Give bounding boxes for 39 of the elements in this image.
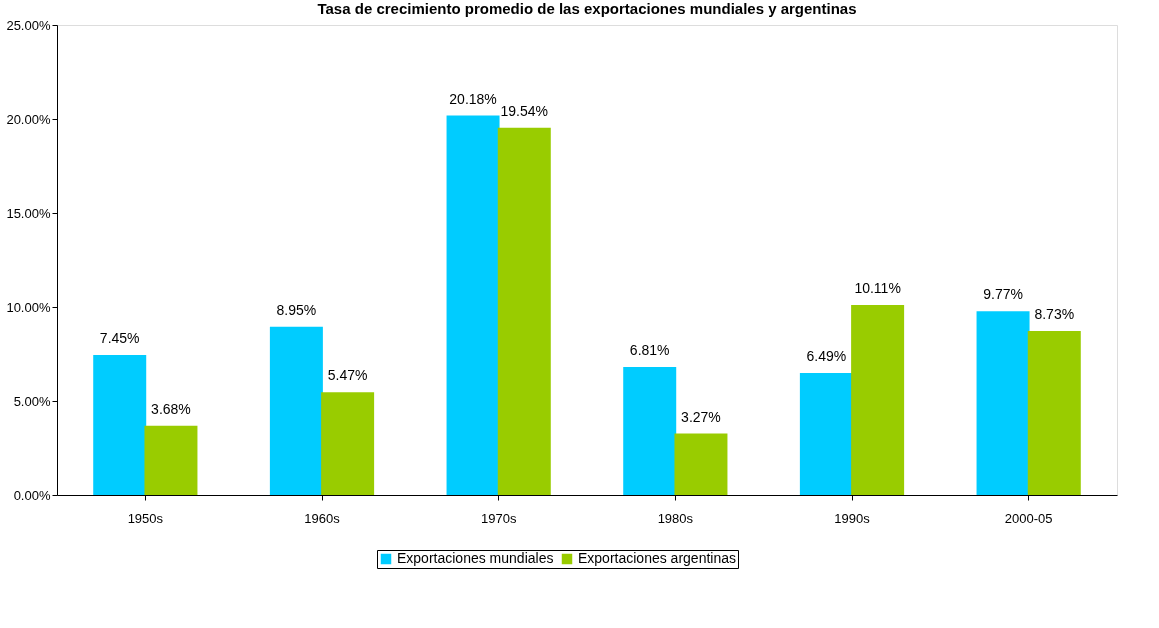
y-tick-label: 15.00% — [6, 205, 51, 221]
bar — [269, 326, 323, 495]
data-label: 8.95% — [276, 301, 317, 318]
y-tick-label: 0.00% — [13, 487, 51, 503]
data-label: 19.54% — [500, 102, 549, 119]
data-label: 6.49% — [806, 347, 847, 364]
bar — [321, 392, 375, 495]
bar — [497, 127, 551, 495]
x-tick-label: 1980s — [657, 510, 694, 526]
data-label: 3.68% — [151, 400, 191, 417]
x-tick-label: 2000-05 — [1004, 510, 1053, 526]
x-tick-label: 1970s — [480, 510, 517, 526]
x-tick-label: 1960s — [304, 510, 341, 526]
bar — [851, 304, 905, 495]
chart-title: Tasa de crecimiento promedio de las exportaciones mundiales y argentinas — [317, 0, 857, 17]
legend-label: Exportaciones mundiales — [397, 550, 554, 566]
bar — [144, 425, 198, 495]
data-label: 9.77% — [983, 286, 1023, 303]
bar — [446, 115, 500, 495]
y-tick-label: 20.00% — [6, 111, 51, 127]
legend-label: Exportaciones argentinas — [578, 550, 736, 566]
data-label: 5.47% — [327, 367, 368, 384]
bar — [799, 372, 853, 495]
data-label: 20.18% — [449, 90, 497, 107]
data-label: 6.81% — [629, 341, 670, 358]
bar — [93, 354, 147, 495]
x-tick-label: 1990s — [834, 510, 871, 526]
bar — [976, 311, 1030, 495]
bar — [674, 433, 728, 495]
bar — [623, 366, 677, 495]
data-label: 8.73% — [1034, 305, 1075, 322]
x-tick-label: 1950s — [127, 510, 164, 526]
data-label: 3.27% — [681, 408, 721, 425]
y-tick-label: 10.00% — [6, 299, 51, 315]
data-label: 7.45% — [99, 329, 140, 346]
bar — [1027, 330, 1081, 495]
y-tick-label: 25.00% — [6, 17, 51, 33]
data-label: 10.11% — [854, 279, 901, 296]
y-tick-label: 5.00% — [13, 393, 51, 409]
